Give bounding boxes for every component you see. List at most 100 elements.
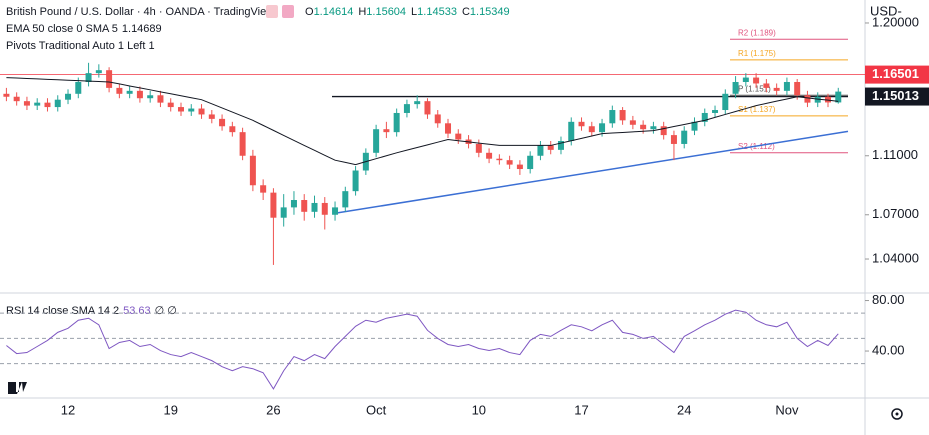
settings-button[interactable]: [891, 408, 903, 420]
candle-body: [393, 112, 400, 133]
ema-name: EMA 50 close 0 SMA 5: [6, 23, 118, 35]
candle-body: [311, 202, 318, 212]
candle-body: [650, 126, 657, 130]
x-tick-label: 26: [266, 402, 280, 417]
rsi-suffix: ∅ ∅: [155, 305, 177, 317]
y-tick-label: 1.20000: [872, 14, 919, 29]
candle-body: [527, 155, 534, 170]
candle-body: [219, 118, 226, 127]
candle-body: [157, 95, 164, 103]
candle-body: [147, 95, 154, 99]
candle-body: [332, 207, 339, 215]
candle-body: [126, 90, 133, 94]
candle-body: [75, 81, 82, 94]
candle-body: [445, 123, 452, 134]
y-tick-label: 1.07000: [872, 206, 919, 221]
rsi-name: RSI 14 close SMA 14 2: [6, 305, 119, 317]
candle-body: [455, 133, 462, 140]
candle-body: [342, 191, 349, 208]
rsi-legend: RSI 14 close SMA 14 2 53.63 ∅ ∅: [6, 305, 177, 317]
candle-body: [260, 185, 267, 193]
candle-body: [794, 81, 801, 96]
candle-body: [496, 158, 503, 161]
ohlc-prefix: L: [411, 6, 417, 18]
price-label-box: [865, 87, 929, 106]
candle-body: [136, 90, 143, 99]
flag-icon: [282, 5, 294, 18]
candle-body: [270, 192, 277, 218]
candle-body: [588, 126, 595, 133]
price-label: 1.16501: [872, 66, 919, 81]
candle-body: [681, 130, 688, 144]
candle-body: [116, 87, 123, 94]
candle-body: [712, 110, 719, 113]
ema-line: [6, 77, 839, 166]
rsi-tick-label: 40.00: [872, 342, 905, 357]
candle-body: [229, 126, 236, 133]
y-tick-label: 1.04000: [872, 250, 919, 265]
ohlc-prefix: C: [462, 6, 470, 18]
x-tick-label: Nov: [775, 402, 799, 417]
candle-body: [383, 129, 390, 133]
candle-body: [773, 87, 780, 91]
price-label: 1.15013: [872, 88, 919, 103]
candle-body: [249, 155, 256, 186]
candle-body: [44, 102, 51, 108]
candle-body: [486, 152, 493, 159]
candle-body: [198, 108, 205, 115]
candle-body: [804, 95, 811, 103]
candle-body: [434, 114, 441, 124]
candle-body: [578, 121, 585, 127]
x-tick-label: 12: [61, 402, 75, 417]
pivot-label: P (1.151): [738, 84, 771, 93]
rsi-value: 53.63: [123, 305, 151, 317]
currency-label: USD-: [870, 3, 902, 18]
candle-body: [34, 102, 41, 106]
candle-body: [208, 114, 215, 119]
candle-body: [475, 143, 482, 153]
candle-body: [177, 107, 184, 112]
candle-body: [290, 200, 297, 208]
ohlc-value: 1.15604: [366, 6, 406, 18]
candle-body: [321, 202, 328, 215]
candle-body: [619, 110, 626, 121]
ohlc-value: 1.14614: [314, 6, 354, 18]
candle-body: [106, 70, 113, 88]
ohlc-value: 1.15349: [470, 6, 510, 18]
candle-body: [763, 83, 770, 88]
price-label-box: [865, 65, 929, 84]
candle-body: [23, 101, 30, 106]
candle-body: [3, 93, 10, 97]
x-tick-label: 17: [574, 402, 588, 417]
candle-body: [835, 91, 842, 103]
candle-body: [424, 101, 431, 115]
candle-body: [516, 164, 523, 170]
x-tick-label: 19: [163, 402, 177, 417]
candle-body: [95, 70, 102, 74]
candle-body: [753, 77, 760, 84]
pivot-label: R1 (1.175): [738, 49, 776, 58]
x-tick-label: 24: [677, 402, 691, 417]
candle-body: [557, 141, 564, 150]
candle-body: [13, 96, 20, 102]
candle-body: [373, 129, 380, 153]
chart-title: British Pound / U.S. Dollar · 4h · OANDA…: [6, 6, 274, 18]
candle-body: [239, 132, 246, 156]
candle-body: [691, 121, 698, 131]
pivot-label: R2 (1.189): [738, 28, 776, 37]
x-tick-label: Oct: [366, 402, 387, 417]
pivot-label: S1 (1.137): [738, 105, 776, 114]
x-tick-label: 10: [472, 402, 486, 417]
candle-body: [732, 81, 739, 94]
candle-body: [629, 120, 636, 125]
candle-body: [506, 160, 513, 165]
candle-body: [167, 102, 174, 108]
candle-body: [301, 200, 308, 212]
flag-icon: [266, 5, 278, 18]
candle-body: [352, 170, 359, 192]
candle-body: [85, 73, 92, 82]
candle-body: [188, 108, 195, 112]
ema-value: 1.14689: [122, 23, 162, 35]
